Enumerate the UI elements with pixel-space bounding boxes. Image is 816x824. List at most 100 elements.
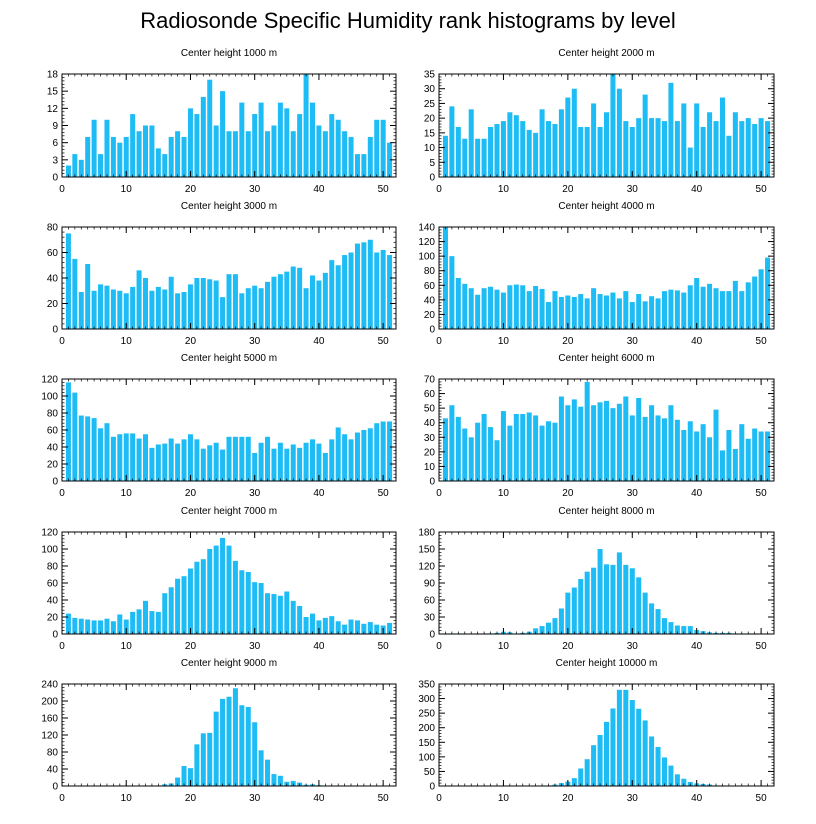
bar (765, 257, 771, 329)
y-tick-label: 15 (424, 128, 436, 139)
bar (258, 288, 264, 329)
y-tick-label: 120 (41, 528, 58, 539)
bar (277, 274, 283, 329)
bar (136, 438, 142, 481)
y-tick-label: 12 (47, 104, 59, 115)
x-tick-label: 10 (498, 336, 510, 347)
bar (168, 136, 174, 177)
bar (649, 736, 655, 786)
bar (629, 700, 635, 786)
bar (745, 438, 751, 481)
bar (616, 689, 622, 786)
bar (91, 119, 97, 177)
bar (226, 131, 232, 177)
bar (123, 433, 129, 481)
bar (603, 400, 610, 481)
bar (629, 568, 635, 634)
bar (284, 271, 290, 330)
bar (207, 549, 213, 634)
bar (72, 258, 78, 330)
bar (348, 619, 354, 634)
bar (310, 439, 316, 481)
x-tick-label: 10 (121, 793, 133, 804)
bar (265, 281, 271, 329)
bar (374, 423, 380, 481)
bar (500, 121, 506, 177)
bar (162, 593, 168, 634)
bar (507, 425, 513, 481)
bar (661, 291, 667, 329)
x-tick-label: 10 (121, 641, 133, 652)
bar (110, 621, 116, 634)
bar (130, 433, 136, 481)
bar (277, 442, 283, 481)
bar (232, 274, 238, 329)
bar (713, 409, 719, 481)
bar (85, 136, 91, 177)
bar (674, 419, 680, 481)
bar (616, 298, 622, 329)
bar (213, 125, 219, 177)
bar (752, 428, 758, 481)
bar (297, 114, 303, 177)
bar (739, 424, 745, 481)
y-tick-label: 140 (418, 223, 435, 234)
bar (387, 255, 393, 329)
bar (65, 613, 71, 634)
y-tick-label: 0 (52, 630, 58, 641)
bar (123, 619, 129, 634)
bar (104, 285, 110, 329)
bar (65, 165, 71, 177)
bar (520, 285, 526, 329)
bar (98, 154, 104, 177)
bar (200, 559, 206, 634)
bar (213, 280, 219, 329)
y-tick-label: 5 (429, 158, 435, 169)
panel-9: Center height 9000 m 0 10 20 30 40 50 0 40 80 120 1… (41, 658, 397, 804)
bar (348, 439, 354, 481)
bar (232, 131, 238, 177)
bar (668, 622, 674, 634)
y-tick-label: 160 (41, 714, 58, 725)
x-tick-label: 40 (313, 488, 325, 499)
y-tick-label: 30 (424, 433, 436, 444)
x-tick-label: 20 (185, 488, 197, 499)
bar (155, 611, 161, 634)
bar (252, 452, 258, 481)
panel-title: Center height 6000 m (558, 353, 654, 364)
y-tick-label: 40 (424, 295, 436, 306)
bar (674, 121, 680, 177)
bar (707, 112, 713, 177)
bar (168, 276, 174, 329)
bar (149, 125, 155, 177)
bar (98, 428, 104, 481)
y-tick-label: 25 (424, 99, 436, 110)
x-tick-label: 40 (691, 793, 703, 804)
bar (265, 593, 271, 634)
bar (155, 286, 161, 329)
bar (271, 125, 277, 177)
bar (610, 564, 616, 634)
bar (91, 620, 97, 634)
bar (571, 587, 577, 634)
y-tick-label: 100 (418, 752, 435, 763)
y-tick-label: 30 (424, 613, 436, 624)
bar (310, 102, 316, 177)
y-tick-label: 100 (41, 392, 58, 403)
bar (623, 689, 629, 786)
bar (303, 617, 309, 634)
bar (220, 698, 226, 787)
y-tick-label: 80 (47, 409, 59, 420)
bar (539, 109, 545, 177)
bar (380, 421, 386, 481)
bar (72, 154, 78, 177)
bar (442, 135, 448, 177)
bar (303, 74, 309, 177)
bar (220, 537, 226, 634)
x-tick-label: 0 (436, 793, 442, 804)
bar (136, 131, 142, 177)
bar (252, 285, 258, 329)
bar (271, 448, 277, 481)
bar (610, 708, 616, 786)
bar (258, 583, 264, 634)
